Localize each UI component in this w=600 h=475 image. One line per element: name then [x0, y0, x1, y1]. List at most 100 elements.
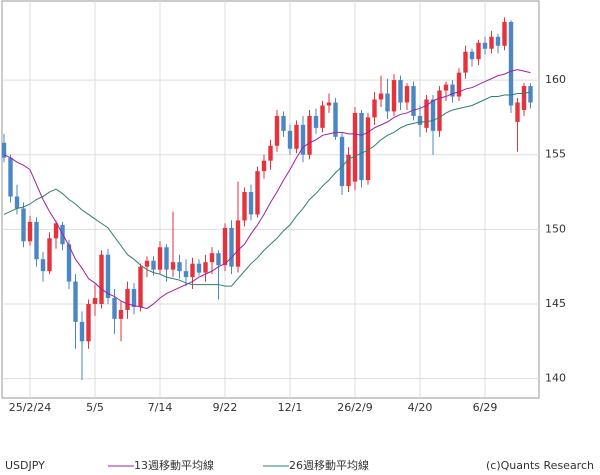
- candle-body: [489, 36, 494, 49]
- candle-body: [359, 112, 364, 181]
- candle-body: [118, 309, 124, 319]
- candle-body: [430, 99, 436, 131]
- candle-body: [339, 136, 345, 187]
- credit: (c)Quants Research: [486, 459, 594, 472]
- candle-body: [352, 112, 358, 182]
- candle-body: [183, 271, 189, 278]
- x-tick-label: 25/2/24: [9, 401, 51, 414]
- candle-body: [508, 21, 514, 106]
- x-tick-label: 5/5: [86, 401, 104, 414]
- candle-body: [404, 86, 410, 103]
- candle-body: [326, 102, 332, 106]
- candle-body: [34, 221, 39, 260]
- candle-body: [417, 115, 423, 125]
- candle-body: [521, 86, 527, 110]
- candle-body: [105, 254, 111, 299]
- candle-body: [196, 263, 202, 273]
- candle-body: [274, 115, 280, 146]
- legend-label: 26週移動平均線: [289, 458, 369, 472]
- candle-body: [450, 84, 455, 97]
- candle-body: [287, 130, 293, 149]
- candle-body: [411, 86, 416, 116]
- y-tick-label: 150: [545, 222, 566, 235]
- candle-body: [469, 51, 475, 60]
- candle-body: [495, 36, 501, 46]
- y-tick-label: 140: [545, 372, 566, 385]
- candle-body: [1, 142, 7, 158]
- candle-body: [333, 102, 338, 137]
- candle-body: [502, 21, 507, 46]
- candle-body: [144, 260, 150, 267]
- candle-body: [14, 196, 20, 209]
- candle-body: [261, 160, 267, 172]
- x-tick-label: 12/1: [278, 401, 303, 414]
- candle-body: [307, 115, 312, 155]
- candle-body: [281, 115, 286, 131]
- candle-body: [255, 171, 260, 215]
- y-tick-label: 145: [545, 297, 566, 310]
- x-tick-label: 4/20: [408, 401, 433, 414]
- candle-body: [456, 72, 462, 97]
- candle-body: [268, 145, 273, 161]
- candle-body: [515, 102, 520, 122]
- candle-body: [92, 298, 98, 304]
- ma-line: [3, 91, 531, 287]
- y-tick-label: 155: [545, 148, 566, 161]
- candle-body: [138, 266, 143, 307]
- candle-body: [424, 99, 429, 128]
- candle-body: [170, 262, 176, 270]
- candle-body: [372, 99, 377, 118]
- candle-body: [177, 262, 182, 272]
- candle-body: [79, 321, 85, 342]
- x-tick-label: 6/29: [473, 401, 498, 414]
- symbol: USDJPY: [5, 459, 45, 472]
- candle-body: [300, 124, 306, 155]
- candle-body: [164, 247, 169, 270]
- candle-body: [47, 238, 52, 272]
- candle-body: [365, 117, 371, 181]
- candle-body: [378, 93, 384, 100]
- plot-frame: [1, 0, 540, 399]
- x-tick-label: 9/22: [213, 401, 238, 414]
- candle-body: [209, 253, 215, 263]
- candle-body: [157, 247, 163, 270]
- candle-body: [437, 90, 442, 131]
- y-tick-label: 160: [545, 73, 566, 86]
- candle-body: [313, 115, 319, 128]
- candle-body: [463, 51, 468, 73]
- candle-body: [99, 254, 104, 304]
- candle-body: [66, 244, 72, 282]
- candle-body: [248, 192, 254, 215]
- candle-body: [528, 86, 533, 103]
- legend-label: 13週移動平均線: [134, 458, 214, 472]
- candle-body: [229, 227, 234, 267]
- candle-body: [53, 223, 59, 239]
- candle-body: [112, 298, 117, 319]
- candle-body: [131, 289, 137, 307]
- candle-body: [203, 262, 208, 273]
- candle-body: [443, 84, 449, 91]
- candle-body: [242, 192, 247, 221]
- candle-body: [476, 42, 481, 60]
- candle-body: [346, 154, 351, 187]
- candle-body: [398, 80, 403, 103]
- candle-body: [385, 93, 390, 112]
- candle-body: [151, 260, 156, 270]
- candle-body: [320, 105, 325, 128]
- candle-body: [73, 281, 78, 322]
- candle-body: [125, 289, 130, 310]
- candle-body: [40, 259, 46, 272]
- candle-body: [294, 124, 299, 149]
- x-tick-label: 7/14: [148, 401, 173, 414]
- candle-body: [216, 253, 221, 266]
- candle-body: [86, 303, 91, 342]
- candle-body: [8, 157, 13, 197]
- candle-body: [190, 263, 195, 278]
- candle-body: [21, 208, 26, 242]
- candle-body: [27, 221, 33, 242]
- candle-body: [391, 80, 397, 112]
- candle-body: [482, 42, 488, 49]
- x-tick-label: 26/2/9: [337, 401, 372, 414]
- candle-body: [222, 227, 228, 266]
